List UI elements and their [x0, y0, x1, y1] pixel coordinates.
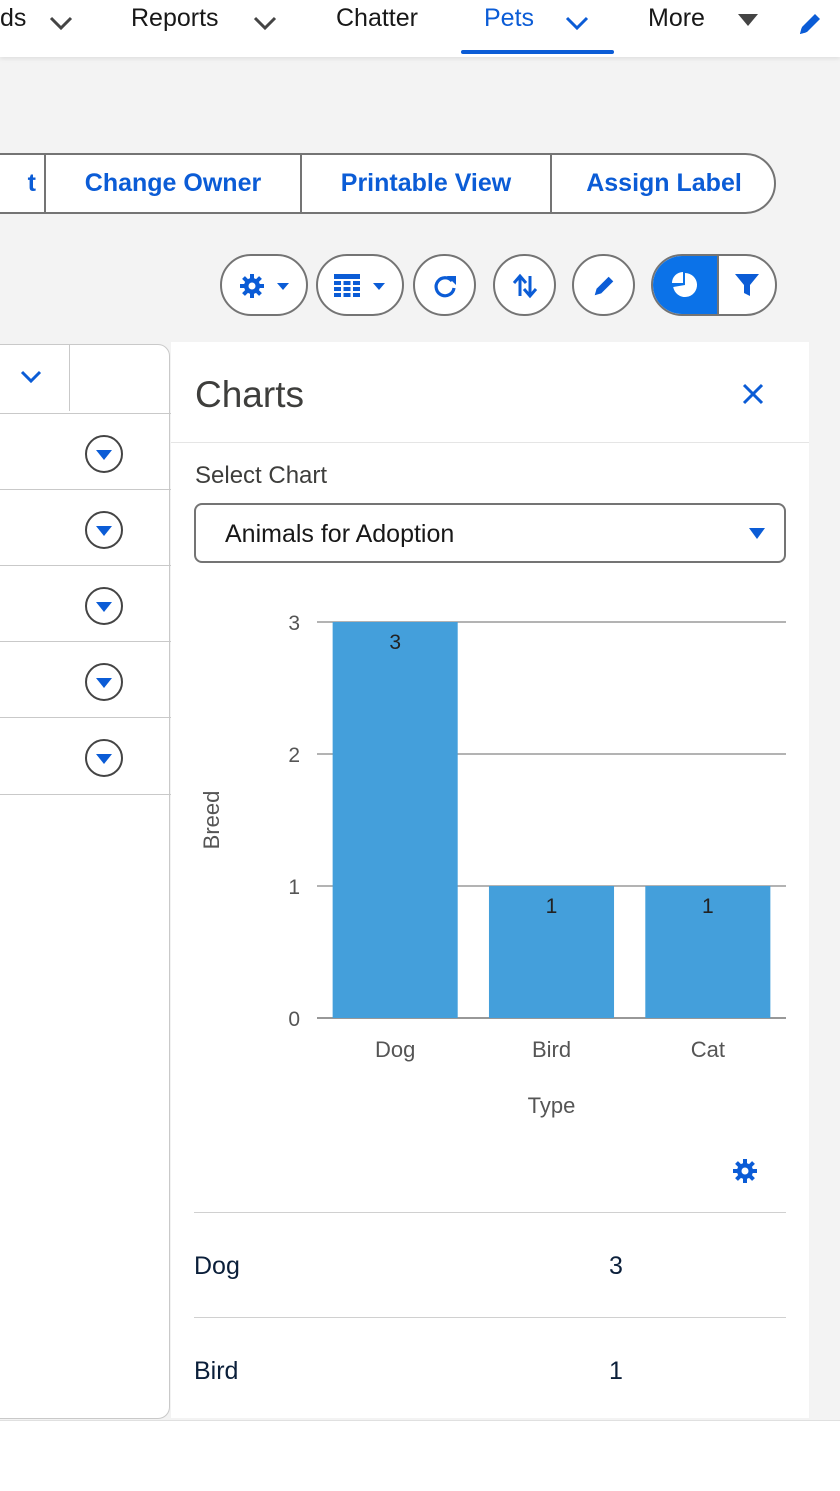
row-divider [0, 717, 171, 718]
summary-row-value: 1 [609, 1357, 623, 1385]
bar [645, 886, 771, 1018]
y-tick-label: 2 [288, 744, 300, 767]
toggle-divider [717, 256, 719, 314]
chevron-down-icon[interactable] [252, 14, 278, 32]
selected-chart-value: Animals for Adoption [225, 520, 455, 548]
chart-settings-gear-icon[interactable] [731, 1157, 759, 1185]
summary-row-value: 3 [609, 1252, 623, 1280]
charts-panel: Charts Select Chart Animals for Adoption… [171, 342, 809, 1418]
row-action-menu-button[interactable] [85, 663, 123, 701]
action-button-truncated[interactable]: t [27, 169, 36, 197]
assign-label-button[interactable]: Assign Label [550, 155, 776, 212]
report-table [0, 344, 171, 1419]
change-owner-button[interactable]: Change Owner [44, 155, 300, 212]
pie-chart-icon [672, 272, 698, 297]
show-chart-button[interactable] [653, 256, 717, 314]
pencil-icon [594, 276, 614, 296]
y-axis-title: Breed [199, 791, 224, 850]
refresh-button[interactable] [413, 254, 476, 316]
charts-panel-title: Charts [195, 374, 304, 415]
summary-divider [194, 1317, 786, 1318]
refresh-icon [434, 276, 456, 298]
top-navigation: ds Reports Chatter Pets More [0, 0, 840, 57]
caret-down-icon [277, 283, 289, 290]
summary-row-label: Dog [194, 1252, 240, 1280]
sort-button[interactable] [493, 254, 556, 316]
bar [488, 886, 615, 1018]
bar-chart: 0 1 2 3 3 Dog 1 Bird 1 Cat Type Breed [199, 612, 786, 1118]
x-axis-title: Type [528, 1093, 576, 1118]
x-tick-label: Dog [375, 1037, 415, 1062]
nav-item-pets[interactable]: Pets [484, 4, 535, 32]
row-divider [0, 641, 171, 642]
caret-down-icon [749, 528, 765, 539]
column-divider [69, 345, 70, 411]
gear-icon [240, 274, 264, 298]
nav-item-ds[interactable]: ds [0, 4, 27, 32]
row-divider [0, 565, 171, 566]
filter-icon [735, 274, 759, 296]
y-tick-label: 1 [288, 876, 300, 899]
row-divider [0, 794, 171, 795]
select-chart-label: Select Chart [195, 462, 328, 489]
x-tick-label: Cat [691, 1037, 725, 1062]
nav-item-reports[interactable]: Reports [131, 4, 219, 32]
bar [332, 622, 458, 1018]
chart-select-dropdown[interactable]: Animals for Adoption [194, 503, 786, 563]
nav-item-chatter[interactable]: Chatter [336, 4, 418, 32]
row-divider [0, 413, 171, 414]
nav-item-more[interactable]: More [648, 4, 705, 32]
row-action-menu-button[interactable] [85, 587, 123, 625]
x-tick-label: Bird [532, 1037, 571, 1062]
bottom-strip [0, 1420, 840, 1491]
data-label: 3 [389, 631, 401, 654]
data-label: 1 [702, 895, 714, 918]
chevron-down-icon[interactable] [48, 14, 74, 32]
row-action-menu-button[interactable] [85, 511, 123, 549]
pencil-icon[interactable] [796, 10, 824, 38]
row-action-menu-button[interactable] [85, 739, 123, 777]
table-icon [334, 274, 360, 297]
close-icon[interactable] [739, 380, 767, 408]
caret-down-icon [373, 283, 385, 290]
printable-view-button[interactable]: Printable View [300, 155, 550, 212]
chart-filter-toggle [651, 254, 777, 316]
data-label: 1 [546, 895, 558, 918]
action-button-group: t Change Owner Printable View Assign Lab… [0, 153, 776, 214]
y-tick-label: 3 [288, 612, 300, 635]
row-action-menu-button[interactable] [85, 435, 123, 473]
summary-row-label: Bird [194, 1357, 239, 1385]
settings-menu-button[interactable] [220, 254, 308, 316]
edit-button[interactable] [572, 254, 635, 316]
chevron-down-icon[interactable] [564, 14, 590, 32]
sort-icon [512, 273, 538, 299]
active-tab-indicator [461, 50, 614, 54]
panel-header-divider [171, 442, 809, 443]
y-tick-label: 0 [288, 1008, 300, 1031]
summary-divider [194, 1212, 786, 1213]
chevron-down-icon[interactable] [19, 369, 43, 385]
caret-down-icon[interactable] [737, 12, 759, 28]
filter-button[interactable] [719, 256, 775, 314]
table-view-button[interactable] [316, 254, 404, 316]
row-divider [0, 489, 171, 490]
